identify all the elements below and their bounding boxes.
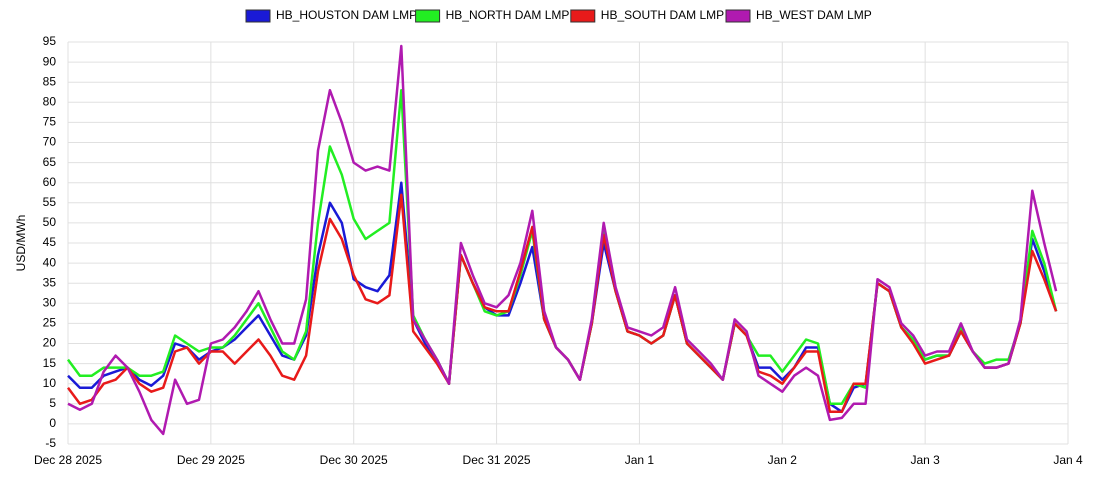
y-tick-label: 65 xyxy=(43,155,57,169)
legend-swatch xyxy=(245,9,271,23)
legend-label: HB_NORTH DAM LMP xyxy=(446,8,570,22)
y-tick-label: 85 xyxy=(43,74,57,88)
y-tick-label: 40 xyxy=(43,255,57,269)
x-tick-label: Jan 2 xyxy=(768,453,798,467)
y-axis-label: USD/MWh xyxy=(14,215,28,272)
y-tick-label: 25 xyxy=(43,316,57,330)
x-tick-label: Dec 29 2025 xyxy=(177,453,245,467)
x-tick-label: Jan 1 xyxy=(625,453,655,467)
y-tick-label: 55 xyxy=(43,195,57,209)
x-tick-label: Jan 3 xyxy=(910,453,940,467)
legend-swatch xyxy=(570,9,596,23)
x-tick-label: Dec 31 2025 xyxy=(463,453,531,467)
y-tick-label: 75 xyxy=(43,115,57,129)
legend-label: HB_SOUTH DAM LMP xyxy=(601,8,724,22)
y-tick-label: 35 xyxy=(43,275,57,289)
x-tick-label: Dec 28 2025 xyxy=(34,453,102,467)
legend-label: HB_HOUSTON DAM LMP xyxy=(276,8,417,22)
y-tick-label: 70 xyxy=(43,135,57,149)
y-tick-label: 0 xyxy=(49,416,56,430)
legend-swatch xyxy=(415,9,441,23)
y-tick-label: 30 xyxy=(43,295,57,309)
y-tick-label: 15 xyxy=(43,356,57,370)
y-tick-label: 45 xyxy=(43,235,57,249)
x-tick-label: Dec 30 2025 xyxy=(320,453,388,467)
x-tick-label: Jan 4 xyxy=(1053,453,1083,467)
y-tick-label: 20 xyxy=(43,336,57,350)
legend-swatch xyxy=(725,9,751,23)
y-tick-label: 10 xyxy=(43,376,57,390)
y-tick-label: -5 xyxy=(45,436,56,450)
y-tick-label: 50 xyxy=(43,215,57,229)
y-tick-label: 95 xyxy=(43,34,57,48)
y-tick-label: 60 xyxy=(43,175,57,189)
legend-label: HB_WEST DAM LMP xyxy=(756,8,872,22)
y-tick-label: 80 xyxy=(43,94,57,108)
y-tick-label: 90 xyxy=(43,54,57,68)
series-line xyxy=(67,44,1058,436)
y-tick-label: 5 xyxy=(49,396,56,410)
